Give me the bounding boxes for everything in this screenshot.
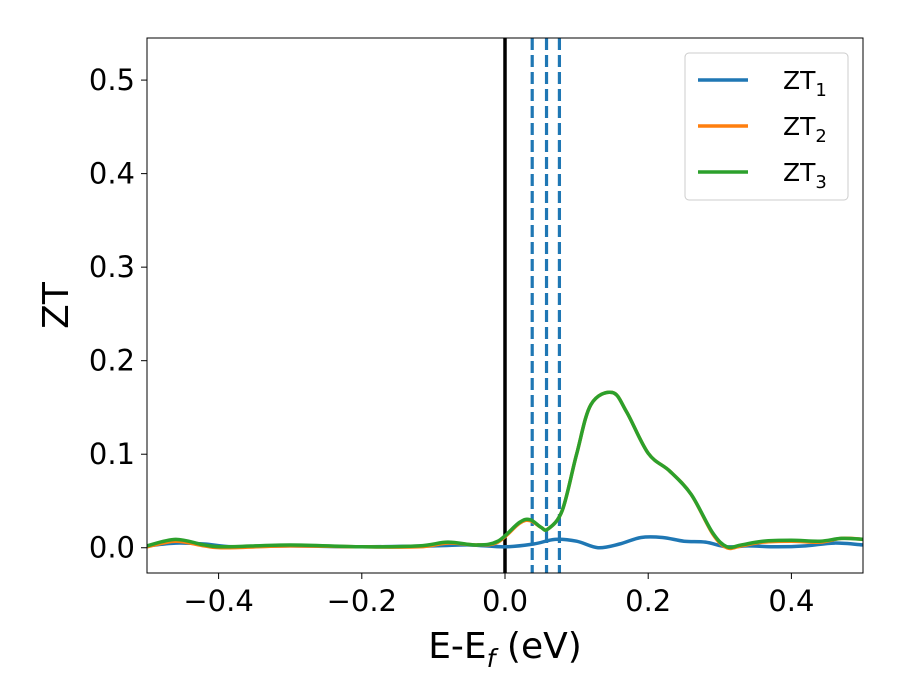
series-line-zt3 — [147, 390, 863, 550]
legend-box — [684, 52, 849, 201]
legend-item-zt1: ZT1 — [698, 66, 827, 101]
y-tick-label: 0.3 — [89, 250, 135, 284]
x-tick-label: 0.4 — [768, 584, 814, 618]
x-tick-label: 0.2 — [625, 584, 671, 618]
y-tick-label: 0.2 — [89, 344, 135, 378]
series-layer — [147, 390, 863, 551]
legend: ZT1 ZT2 ZT3 — [684, 52, 849, 201]
y-tick-label: 0.1 — [89, 437, 135, 471]
legend-item-zt2: ZT2 — [698, 112, 827, 147]
y-axis: 0.0 0.1 0.2 0.3 0.4 0.5 — [89, 63, 147, 565]
y-tick-label: 0.4 — [89, 157, 135, 191]
y-axis-label: ZT — [36, 281, 77, 329]
legend-item-zt3: ZT3 — [698, 158, 827, 193]
legend-label: ZT2 — [783, 112, 827, 147]
x-tick-label: 0.0 — [482, 584, 528, 618]
plot-area — [146, 37, 864, 574]
x-axis-label: E-Ef (eV) — [428, 626, 582, 673]
x-axis: −0.4 −0.2 0.0 0.2 0.4 — [183, 573, 814, 618]
y-tick-label: 0.5 — [89, 63, 135, 97]
x-tick-label: −0.2 — [327, 584, 397, 618]
legend-label: ZT3 — [783, 158, 827, 193]
reference-lines — [503, 38, 562, 573]
y-tick-label: 0.0 — [89, 531, 135, 565]
x-tick-label: −0.4 — [183, 584, 253, 618]
legend-label: ZT1 — [783, 66, 827, 101]
